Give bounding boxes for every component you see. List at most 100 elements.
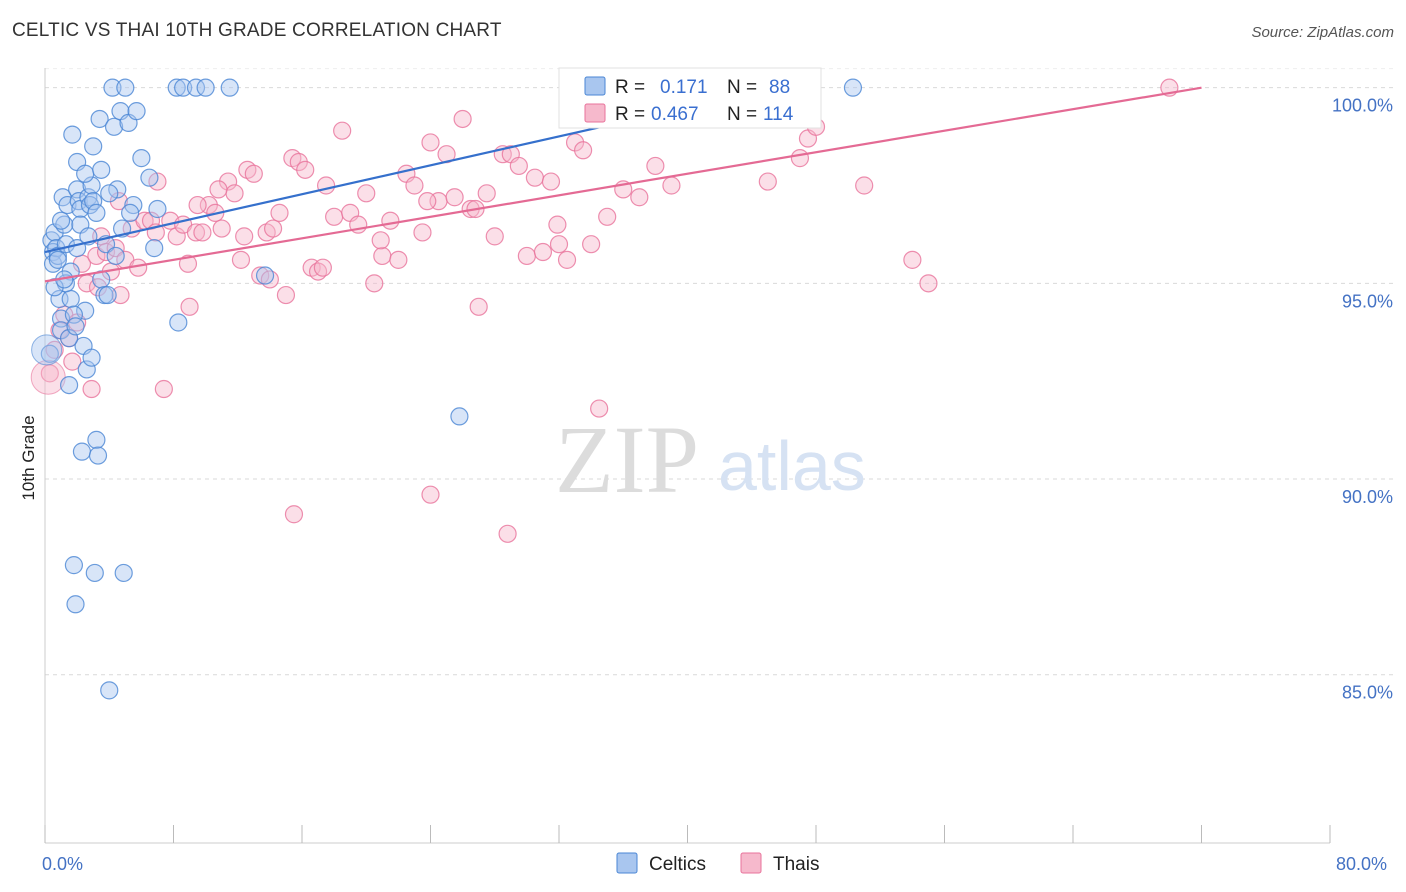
thais-point xyxy=(373,246,392,266)
thais-point xyxy=(284,505,304,524)
celtics-point xyxy=(85,563,104,583)
celtics-point xyxy=(77,360,96,379)
watermark-atlas: atlas xyxy=(718,427,866,505)
y-tick-label-95: 95.0% xyxy=(1342,291,1393,311)
thais-point xyxy=(509,156,528,176)
y-tick-labels: 85.0% 90.0% 95.0% 100.0% xyxy=(1332,96,1393,703)
thais-point xyxy=(365,274,384,293)
thais-point xyxy=(276,285,296,305)
axes xyxy=(44,68,1331,844)
thais-point xyxy=(549,235,569,254)
celtics-point xyxy=(87,430,106,449)
thais-point xyxy=(106,239,125,258)
thais-point xyxy=(270,203,289,222)
grid xyxy=(45,68,1394,676)
celtics-point xyxy=(145,239,164,258)
celtics-point xyxy=(104,117,124,136)
celtics-point xyxy=(132,149,151,168)
thais-point xyxy=(646,156,665,176)
celtics-point xyxy=(48,250,67,269)
thais-point xyxy=(573,141,593,160)
celtics-point xyxy=(61,289,80,309)
x-tick-label-max: 80.0% xyxy=(1336,854,1387,874)
celtics-point xyxy=(127,102,146,121)
celtics-point xyxy=(59,375,79,395)
trend-line-thais xyxy=(44,86,1202,283)
series-legend-swatch-celtics xyxy=(616,852,638,874)
thais-point xyxy=(598,207,617,226)
x-tick-label-min: 0.0% xyxy=(42,854,83,874)
celtics-point xyxy=(31,334,63,366)
thais-point xyxy=(855,176,874,195)
thais-point xyxy=(333,121,352,140)
celtics-point xyxy=(169,313,188,332)
celtics-point xyxy=(51,211,71,230)
thais-point xyxy=(590,399,609,418)
thais-point xyxy=(316,176,336,195)
y-tick-label-85: 85.0% xyxy=(1342,683,1393,703)
thais-point xyxy=(548,215,567,234)
celtics-point xyxy=(40,344,59,363)
legend-n-value-celtics: 88 xyxy=(769,77,790,98)
celtics-point xyxy=(103,78,122,97)
thais-point xyxy=(453,109,472,129)
celtics-point xyxy=(100,184,119,203)
celtics-point xyxy=(121,203,140,222)
thais-point xyxy=(389,250,408,269)
thais-point xyxy=(485,227,504,246)
celtics-point xyxy=(114,563,133,583)
thais-point xyxy=(111,285,130,305)
thais-point xyxy=(231,250,251,269)
celtics-point xyxy=(82,348,101,367)
chart-title: CELTIC VS THAI 10TH GRADE CORRELATION CH… xyxy=(12,20,502,41)
celtics-point xyxy=(63,125,82,144)
celtics-point xyxy=(106,246,125,266)
thais-point xyxy=(498,524,517,543)
thais-point xyxy=(477,184,496,203)
celtics-point xyxy=(87,203,106,222)
thais-point xyxy=(919,274,938,293)
thais-point xyxy=(405,176,424,195)
thais-point xyxy=(235,227,254,246)
celtics-point xyxy=(167,78,186,97)
thais-point xyxy=(582,235,601,254)
celtics-point xyxy=(82,176,101,195)
thais-point xyxy=(418,192,437,211)
celtics-point xyxy=(66,595,85,614)
thais-point xyxy=(212,219,231,238)
watermark: ZIP atlas xyxy=(555,406,866,513)
celtics-point xyxy=(148,199,167,219)
celtics-point xyxy=(90,109,109,129)
thais-point xyxy=(371,231,390,250)
thais-point xyxy=(251,266,270,285)
thais-point xyxy=(87,246,106,266)
celtics-point xyxy=(186,78,206,97)
celtics-point xyxy=(88,446,108,465)
celtics-point xyxy=(59,329,79,348)
legend-r-value-celtics: 0.171 xyxy=(660,77,708,98)
legend-n-value-thais: 114 xyxy=(763,104,794,125)
thais-point xyxy=(30,359,66,395)
celtics-point xyxy=(255,266,275,285)
series-legend-label-thais: Thais xyxy=(773,854,819,875)
thais-point xyxy=(758,172,777,191)
celtics-point xyxy=(843,78,863,97)
celtics-point xyxy=(450,407,469,426)
legend-r-label-thais: R = xyxy=(615,104,645,125)
watermark-zip: ZIP xyxy=(555,406,699,513)
thais-point xyxy=(541,172,561,191)
thais-point xyxy=(263,219,283,238)
thais-point xyxy=(517,246,536,266)
series-legend-label-celtics: Celtics xyxy=(649,854,706,875)
thais-point xyxy=(525,168,545,187)
legend-r-value-thais: 0.467 xyxy=(651,104,699,125)
thais-point xyxy=(225,184,244,203)
thais-point xyxy=(630,188,649,207)
thais-point xyxy=(244,164,263,183)
y-axis-label: 10th Grade xyxy=(19,415,38,500)
celtics-point xyxy=(140,168,159,187)
thais-point xyxy=(903,250,922,269)
thais-point xyxy=(188,195,207,215)
celtics-point xyxy=(66,317,85,336)
